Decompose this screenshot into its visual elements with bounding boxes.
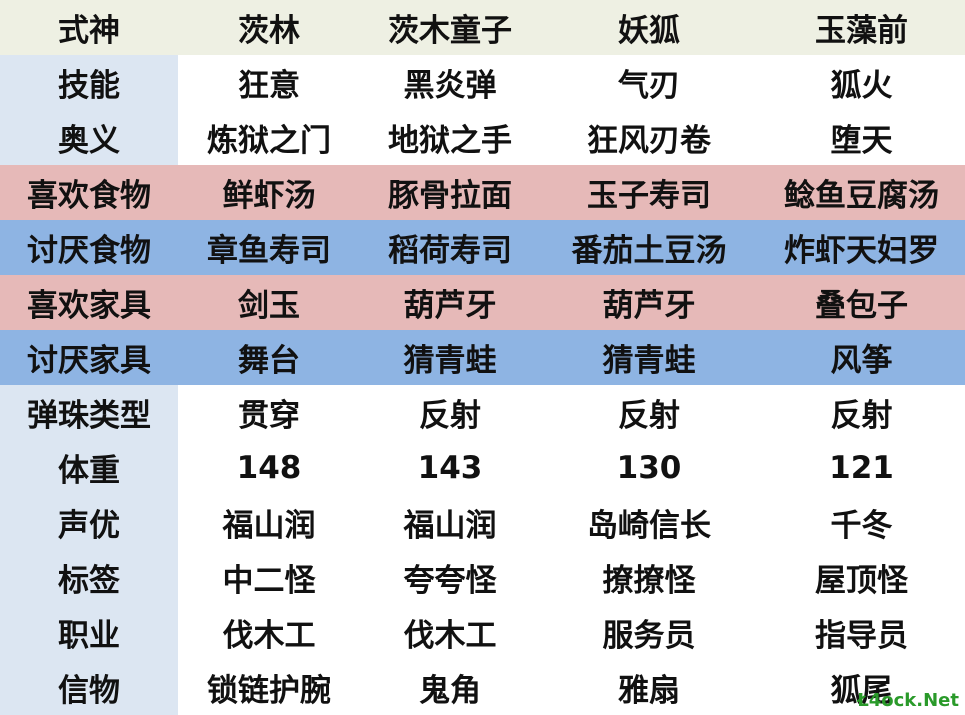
table-cell: 狐尾 — [830, 673, 893, 709]
header-cell: 妖狐 — [618, 13, 680, 49]
header-cell: 玉藻前 — [815, 13, 908, 49]
row-label: 奥义 — [0, 110, 178, 165]
table-cell: 反射 — [830, 398, 893, 434]
table-row: 标签 中二怪 夸夸怪 撩撩怪 屋顶怪 — [0, 550, 965, 605]
table-cell: 贯穿 — [238, 398, 300, 434]
table-cell: 伐木工 — [403, 618, 497, 654]
table-cell: 气刃 — [618, 68, 680, 104]
table-row: 信物 锁链护腕 鬼角 雅扇 狐尾 — [0, 660, 965, 715]
table-cell: 中二怪 — [222, 563, 316, 599]
table-row: 奥义 炼狱之门 地狱之手 狂风刃卷 堕天 — [0, 110, 965, 165]
table-row: 讨厌食物 章鱼寿司 稻荷寿司 番茄土豆汤 炸虾天妇罗 — [0, 220, 965, 275]
row-label: 喜欢食物 — [27, 178, 151, 214]
table-row: 喜欢食物 鲜虾汤 豚骨拉面 玉子寿司 鲶鱼豆腐汤 — [0, 165, 965, 220]
table-cell: 章鱼寿司 — [207, 233, 331, 269]
table-cell: 炸虾天妇罗 — [784, 233, 939, 269]
table-cell: 狐火 — [830, 68, 893, 104]
table-row: 喜欢家具 剑玉 葫芦牙 葫芦牙 叠包子 — [0, 275, 965, 330]
table-row: 技能 狂意 黑炎弹 气刃 狐火 — [0, 55, 965, 110]
row-label: 职业 — [0, 605, 178, 660]
table-cell: 鬼角 — [419, 673, 481, 709]
table-cell: 撩撩怪 — [602, 563, 696, 599]
table-cell: 豚骨拉面 — [388, 178, 512, 214]
row-label: 体重 — [0, 440, 178, 495]
header-cell: 式神 — [58, 13, 120, 49]
table-cell: 风筝 — [830, 343, 893, 379]
table-cell: 舞台 — [238, 343, 300, 379]
row-label: 喜欢家具 — [27, 288, 151, 324]
table-cell: 狂意 — [238, 68, 300, 104]
table-cell: 堕天 — [830, 123, 893, 159]
table-cell: 锁链护腕 — [207, 673, 331, 709]
table-row: 声优 福山润 福山润 岛崎信长 千冬 — [0, 495, 965, 550]
table-cell: 稻荷寿司 — [388, 233, 512, 269]
row-label: 弹珠类型 — [0, 385, 178, 440]
table-cell: 千冬 — [830, 508, 893, 544]
table-cell: 雅扇 — [618, 673, 680, 709]
table-cell: 反射 — [618, 398, 680, 434]
table-cell: 反射 — [419, 398, 481, 434]
table-cell: 148 — [236, 449, 302, 486]
table-cell: 121 — [829, 449, 894, 486]
table-row: 职业 伐木工 伐木工 服务员 指导员 — [0, 605, 965, 660]
table-cell: 鲶鱼豆腐汤 — [784, 178, 939, 214]
row-label: 标签 — [0, 550, 178, 605]
row-label: 技能 — [0, 55, 178, 110]
table-cell: 130 — [616, 449, 682, 486]
table-cell: 鲜虾汤 — [222, 178, 316, 214]
table-cell: 143 — [417, 449, 483, 486]
table-cell: 福山润 — [222, 508, 316, 544]
table-cell: 叠包子 — [815, 288, 908, 324]
table-row: 弹珠类型 贯穿 反射 反射 反射 — [0, 385, 965, 440]
table-cell: 伐木工 — [222, 618, 316, 654]
row-label: 讨厌食物 — [27, 233, 151, 269]
table-cell: 猜青蛙 — [602, 343, 696, 379]
table-cell: 黑炎弹 — [403, 68, 497, 104]
table-cell: 葫芦牙 — [602, 288, 696, 324]
table-cell: 服务员 — [602, 618, 696, 654]
header-cell: 茨林 — [238, 13, 300, 49]
table-cell: 福山润 — [403, 508, 497, 544]
table-row: 体重 148 143 130 121 — [0, 440, 965, 495]
table-cell: 葫芦牙 — [403, 288, 497, 324]
row-label: 信物 — [0, 660, 178, 715]
table-cell: 屋顶怪 — [815, 563, 908, 599]
header-row: 式神 茨林 茨木童子 妖狐 玉藻前 — [0, 0, 965, 55]
table-cell: 玉子寿司 — [587, 178, 711, 214]
header-cell: 茨木童子 — [388, 13, 512, 49]
table-row: 讨厌家具 舞台 猜青蛙 猜青蛙 风筝 — [0, 330, 965, 385]
table-cell: 地狱之手 — [388, 123, 512, 159]
table-cell: 指导员 — [815, 618, 908, 654]
row-label: 声优 — [0, 495, 178, 550]
row-label: 讨厌家具 — [27, 343, 151, 379]
table-cell: 番茄土豆汤 — [571, 233, 727, 269]
table-cell: 狂风刃卷 — [587, 123, 711, 159]
table-cell: 夸夸怪 — [403, 563, 497, 599]
watermark: Ł4ock.Net — [857, 690, 959, 711]
table-cell: 猜青蛙 — [403, 343, 497, 379]
table-cell: 剑玉 — [238, 288, 300, 324]
table-cell: 炼狱之门 — [207, 123, 331, 159]
table-cell: 岛崎信长 — [587, 508, 711, 544]
